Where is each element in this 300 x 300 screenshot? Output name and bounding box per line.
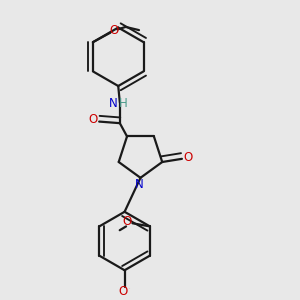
Text: O: O [118, 285, 127, 298]
Text: H: H [118, 97, 127, 110]
Text: O: O [89, 112, 98, 125]
Text: O: O [110, 24, 119, 37]
Text: O: O [122, 215, 131, 228]
Text: N: N [134, 178, 143, 191]
Text: N: N [109, 97, 117, 110]
Text: O: O [183, 151, 192, 164]
